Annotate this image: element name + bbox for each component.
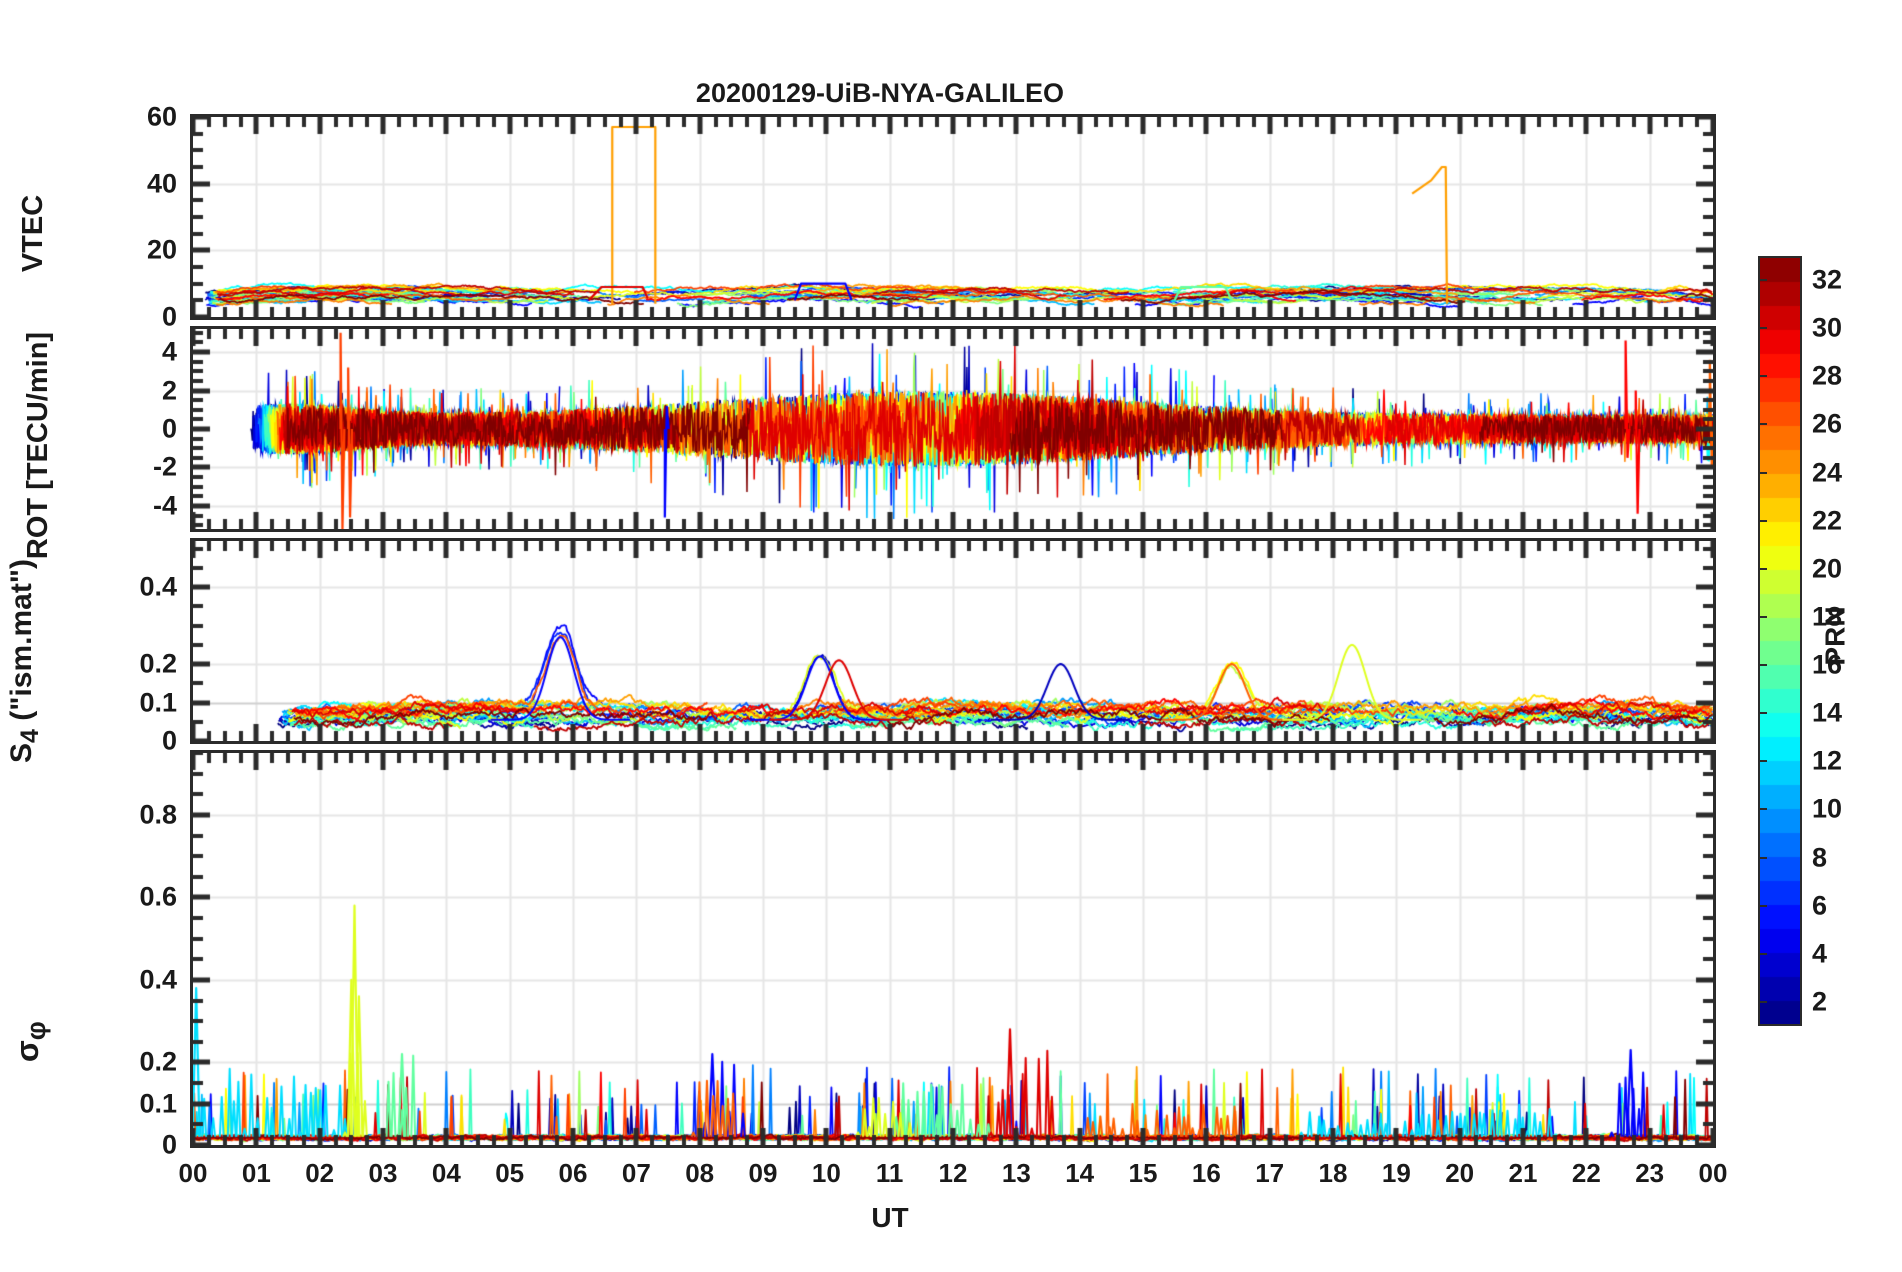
colorbar-tick-label: 20 <box>1812 553 1843 584</box>
colorbar-tick-mark <box>1758 375 1767 378</box>
colorbar-tick-mark <box>1758 952 1767 955</box>
xtick-label: 18 <box>1318 1158 1348 1188</box>
colorbar-tick-label: 4 <box>1812 938 1828 969</box>
colorbar-tick-mark <box>1758 423 1767 426</box>
ytick-label: 0 <box>161 1129 177 1160</box>
colorbar-tick-label: 22 <box>1812 505 1843 536</box>
xtick-label: 06 <box>558 1158 588 1188</box>
xtick-label: 16 <box>1191 1158 1221 1188</box>
xtick-label: 13 <box>1001 1158 1031 1188</box>
colorbar-tick-label: 2 <box>1812 986 1828 1017</box>
ytick-label: 0.1 <box>139 687 177 718</box>
panel-sigma-phi <box>190 750 1716 1148</box>
colorbar-tick-label: 28 <box>1812 360 1843 391</box>
colorbar-tick-mark <box>1758 471 1767 474</box>
ytick-label: 0.2 <box>139 648 177 679</box>
xtick-label: 01 <box>241 1158 271 1188</box>
xtick-label: 10 <box>811 1158 841 1188</box>
colorbar-tick-label: 24 <box>1812 457 1843 488</box>
colorbar-tick-label: 12 <box>1812 745 1843 776</box>
xtick-label: 22 <box>1571 1158 1601 1188</box>
xtick-label: 00 <box>178 1158 208 1188</box>
colorbar-tick-label: 10 <box>1812 793 1843 824</box>
ytick-label: -4 <box>152 490 177 521</box>
colorbar-tick-mark <box>1758 808 1767 811</box>
xtick-label: 21 <box>1508 1158 1538 1188</box>
x-axis-label: UT <box>871 1202 909 1233</box>
ytick-label: 0.6 <box>139 881 177 912</box>
ytick-label: 2 <box>161 375 177 406</box>
colorbar-tick-label: 26 <box>1812 408 1843 439</box>
panel-s4 <box>190 538 1716 744</box>
xtick-label: 03 <box>368 1158 398 1188</box>
xtick-label: 23 <box>1635 1158 1665 1188</box>
xtick-label: 08 <box>685 1158 715 1188</box>
colorbar-tick-label: 14 <box>1812 697 1843 728</box>
ytick-label: 0.4 <box>139 571 177 602</box>
colorbar-tick-mark <box>1758 904 1767 907</box>
xtick-label: 20 <box>1445 1158 1475 1188</box>
ytick-label: 4 <box>161 336 177 367</box>
colorbar-tick-label: 30 <box>1812 312 1843 343</box>
ytick-label: 0 <box>161 725 177 756</box>
ytick-label: 0 <box>161 301 177 332</box>
xtick-label: 02 <box>305 1158 335 1188</box>
colorbar-tick-mark <box>1758 760 1767 763</box>
panel-vtec <box>190 114 1716 320</box>
colorbar-tick-mark <box>1758 712 1767 715</box>
colorbar-tick-label: 6 <box>1812 890 1828 921</box>
colorbar-tick-mark <box>1758 279 1767 282</box>
xtick-label: 19 <box>1381 1158 1411 1188</box>
ytick-label: 0.1 <box>139 1088 177 1119</box>
panel-rot <box>190 326 1716 532</box>
ytick-label: 40 <box>146 168 177 199</box>
colorbar-label: PRN <box>1819 606 1851 666</box>
xtick-label: 09 <box>748 1158 778 1188</box>
xtick-label: 17 <box>1255 1158 1285 1188</box>
colorbar-tick-mark <box>1758 615 1767 618</box>
ytick-label: 20 <box>146 234 177 265</box>
xtick-label: 14 <box>1065 1158 1095 1188</box>
colorbar-tick-mark <box>1758 567 1767 570</box>
xtick-label: 11 <box>875 1158 904 1188</box>
xtick-label: 04 <box>431 1158 461 1188</box>
colorbar-tick-mark <box>1758 1000 1767 1003</box>
colorbar <box>1758 256 1802 1026</box>
ytick-label: -2 <box>152 451 177 482</box>
colorbar-tick-label: 16 <box>1812 649 1843 680</box>
ytick-label: 60 <box>146 101 177 132</box>
xtick-label: 15 <box>1128 1158 1158 1188</box>
figure-title: 20200129-UiB-NYA-GALILEO <box>695 78 1065 108</box>
xtick-label: 05 <box>495 1158 525 1188</box>
xtick-label: 12 <box>938 1158 968 1188</box>
ytick-label: 0.2 <box>139 1046 177 1077</box>
xtick-label: 00 <box>1698 1158 1728 1188</box>
ytick-label: 0 <box>161 413 177 444</box>
colorbar-tick-mark <box>1758 856 1767 859</box>
ytick-label: 0.4 <box>139 964 177 995</box>
colorbar-tick-mark <box>1758 327 1767 330</box>
colorbar-tick-label: 8 <box>1812 842 1828 873</box>
colorbar-tick-mark <box>1758 664 1767 667</box>
colorbar-tick-label: 18 <box>1812 601 1843 632</box>
ytick-label: 0.8 <box>139 799 177 830</box>
xtick-label: 07 <box>621 1158 651 1188</box>
colorbar-tick-mark <box>1758 519 1767 522</box>
colorbar-tick-label: 32 <box>1812 264 1843 295</box>
